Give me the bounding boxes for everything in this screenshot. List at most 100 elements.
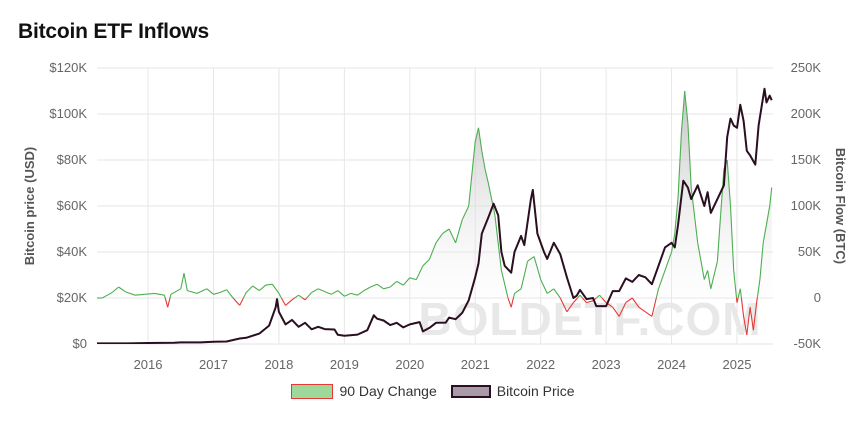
- flow-line-segment: [533, 256, 542, 280]
- flow-line-segment: [144, 292, 155, 295]
- flow-line-segment: [428, 242, 437, 260]
- flow-line-segment: [566, 302, 574, 313]
- x-tick-label: 2022: [526, 357, 555, 372]
- flow-line-segment: [752, 302, 758, 331]
- flow-line-segment: [294, 294, 299, 299]
- flow-line-segment: [677, 132, 682, 197]
- flow-line-segment: [280, 297, 286, 306]
- flow-line-segment: [572, 297, 578, 303]
- legend-swatch-price: [450, 384, 491, 398]
- flow-line-segment: [415, 265, 424, 280]
- flow-line-segment: [586, 300, 594, 304]
- flow-line-segment: [409, 277, 417, 281]
- flow-line-segment: [765, 205, 771, 225]
- flow-line-segment: [206, 288, 214, 295]
- flow-line-segment: [164, 297, 169, 308]
- right-tick-label: 150K: [791, 152, 822, 167]
- flow-line-segment: [743, 316, 748, 335]
- flow-line-segment: [746, 307, 751, 335]
- flow-line-segment: [720, 169, 725, 216]
- legend-label-flow: 90 Day Change: [339, 383, 437, 399]
- flow-line-segment: [759, 242, 764, 280]
- flow-line-segment: [540, 279, 548, 294]
- flow-area: [97, 91, 772, 335]
- flow-line-segment: [500, 270, 509, 299]
- flow-line-segment: [304, 297, 308, 301]
- x-tick-label: 2019: [330, 357, 359, 372]
- flow-line-segment: [520, 261, 529, 289]
- left-tick-label: $40K: [57, 244, 88, 259]
- flow-line-segment: [239, 297, 244, 306]
- flow-line-segment: [726, 159, 732, 207]
- flow-line-segment: [252, 285, 260, 292]
- legend: 90 Day Change Bitcoin Price: [0, 383, 866, 399]
- flow-line-segment: [302, 297, 306, 301]
- left-tick-label: $0: [73, 336, 87, 351]
- left-tick-label: $100K: [49, 106, 87, 121]
- flow-line-segment: [344, 292, 352, 297]
- x-tick-label: 2021: [461, 357, 490, 372]
- flow-line-segment: [736, 297, 739, 303]
- legend-item-bitcoin-price[interactable]: Bitcoin Price: [450, 383, 575, 399]
- flow-line-segment: [105, 292, 113, 297]
- flow-line-segment: [527, 256, 535, 262]
- legend-label-price: Bitcoin Price: [496, 383, 575, 399]
- left-tick-label: $80K: [57, 152, 88, 167]
- flow-line-segment: [684, 90, 689, 124]
- flow-line-segment: [687, 123, 692, 188]
- legend-swatch-flow: [291, 383, 334, 399]
- flow-line-segment: [651, 297, 657, 317]
- flow-line-segment: [638, 306, 646, 313]
- price-series: [97, 87, 773, 344]
- flow-line-segment: [389, 280, 398, 288]
- flow-line-segment: [612, 306, 620, 317]
- flow-line-segment: [577, 294, 581, 299]
- flow-line-segment: [601, 297, 607, 303]
- flow-line-segment: [134, 293, 145, 296]
- flow-line-segment: [170, 288, 182, 295]
- flow-line-segment: [664, 251, 673, 271]
- flow-line-segment: [435, 233, 443, 244]
- flow-line-segment: [703, 270, 709, 280]
- flow-line-segment: [740, 297, 745, 317]
- flow-line-segment: [484, 169, 489, 184]
- flow-line-segment: [383, 286, 391, 290]
- flow-line-segment: [631, 297, 640, 308]
- flow-line-segment: [546, 288, 555, 294]
- flow-line-segment: [749, 307, 754, 331]
- flow-line-segment: [357, 290, 365, 296]
- flow-line-segment: [553, 288, 561, 299]
- right-tick-label: 100K: [791, 198, 822, 213]
- flow-line-segment: [625, 297, 633, 304]
- flow-line-segment: [448, 228, 457, 244]
- flow-line-segment: [680, 90, 686, 133]
- x-tick-label: 2024: [657, 357, 686, 372]
- flow-line-segment: [285, 299, 293, 306]
- right-tick-label: 200K: [791, 106, 822, 121]
- flow-line-segment: [579, 294, 583, 299]
- right-tick-label: -50K: [794, 336, 822, 351]
- flow-line-segment: [474, 127, 480, 142]
- flow-line-segment: [163, 295, 166, 299]
- legend-item-90-day-change[interactable]: 90 Day Change: [291, 383, 437, 399]
- flow-line-segment: [710, 261, 718, 289]
- flow-line-segment: [337, 290, 345, 297]
- flow-line-segment: [396, 280, 404, 286]
- left-tick-label: $120K: [49, 60, 87, 75]
- right-tick-label: 0: [814, 290, 821, 305]
- flow-line-segment: [311, 288, 319, 293]
- flow-line-segment: [242, 292, 247, 299]
- left-axis-title: Bitcoin price (USD): [22, 147, 37, 265]
- flow-line-segment: [477, 127, 483, 151]
- flow-line-segment: [331, 290, 339, 295]
- flow-line-segment: [599, 294, 603, 299]
- flow-line-segment: [350, 292, 358, 296]
- flow-line-segment: [291, 297, 295, 301]
- flow-line-segment: [226, 289, 234, 299]
- flow-line-segment: [219, 289, 227, 294]
- flow-line-segment: [461, 205, 470, 221]
- flow-line-segment: [213, 291, 221, 295]
- flow-line-segment: [324, 291, 332, 295]
- flow-line-segment: [455, 219, 463, 243]
